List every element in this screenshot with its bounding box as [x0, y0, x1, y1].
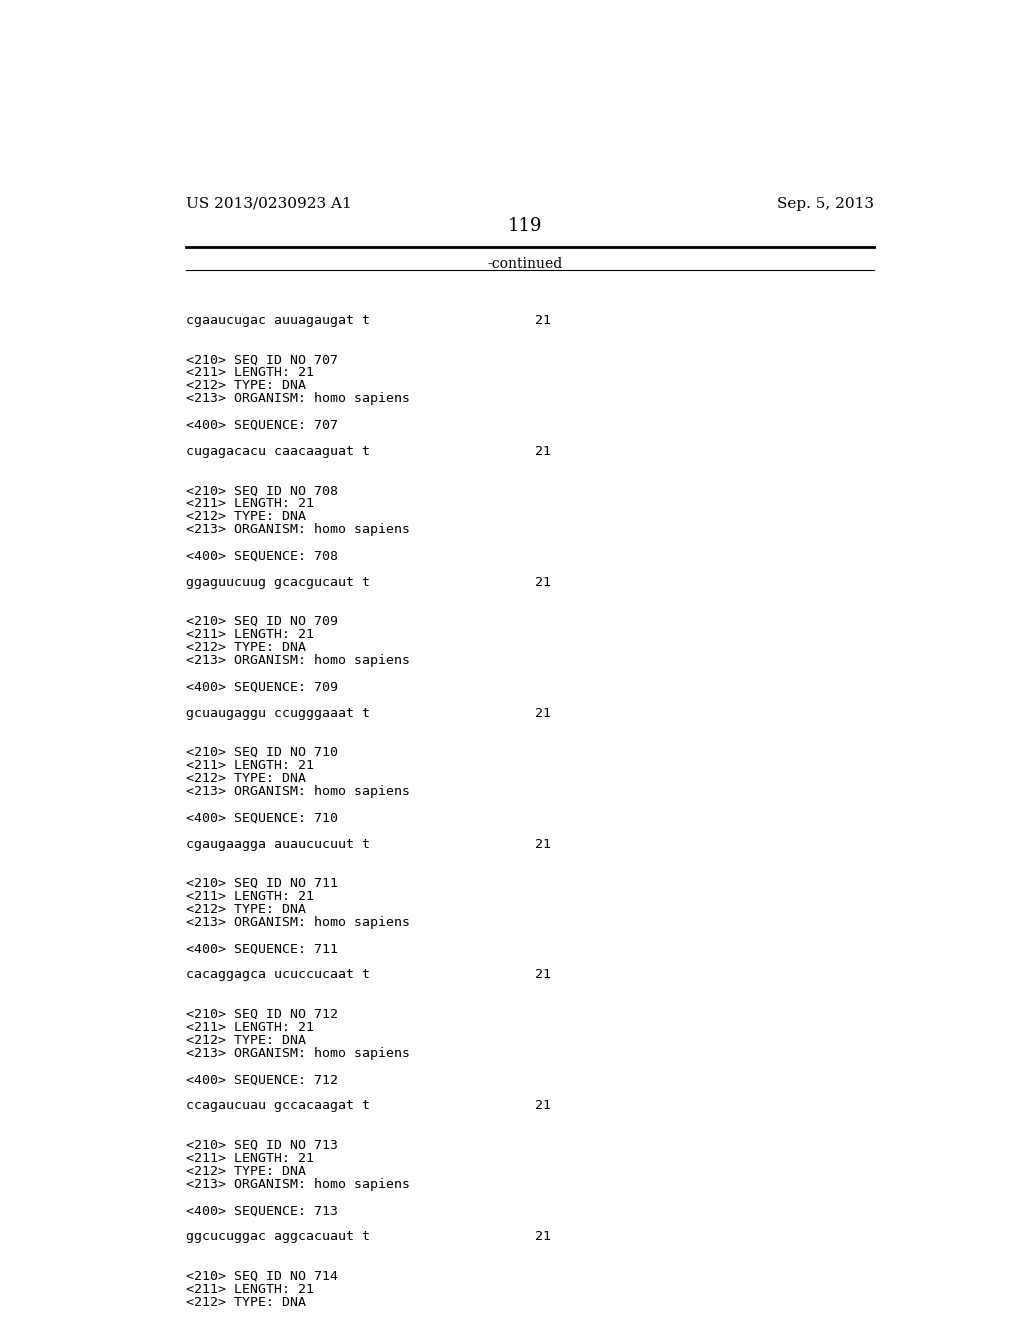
Text: <212> TYPE: DNA: <212> TYPE: DNA — [186, 1034, 306, 1047]
Text: 21: 21 — [535, 838, 551, 850]
Text: <213> ORGANISM: homo sapiens: <213> ORGANISM: homo sapiens — [186, 785, 411, 799]
Text: <212> TYPE: DNA: <212> TYPE: DNA — [186, 903, 306, 916]
Text: 21: 21 — [535, 706, 551, 719]
Text: <213> ORGANISM: homo sapiens: <213> ORGANISM: homo sapiens — [186, 524, 411, 536]
Text: 21: 21 — [535, 1230, 551, 1243]
Text: cugagacacu caacaaguat t: cugagacacu caacaaguat t — [186, 445, 370, 458]
Text: <400> SEQUENCE: 707: <400> SEQUENCE: 707 — [186, 418, 338, 432]
Text: 21: 21 — [535, 445, 551, 458]
Text: <212> TYPE: DNA: <212> TYPE: DNA — [186, 1296, 306, 1308]
Text: 21: 21 — [535, 314, 551, 327]
Text: <213> ORGANISM: homo sapiens: <213> ORGANISM: homo sapiens — [186, 392, 411, 405]
Text: Sep. 5, 2013: Sep. 5, 2013 — [776, 197, 873, 211]
Text: <400> SEQUENCE: 710: <400> SEQUENCE: 710 — [186, 812, 338, 825]
Text: <210> SEQ ID NO 708: <210> SEQ ID NO 708 — [186, 484, 338, 498]
Text: ccagaucuau gccacaagat t: ccagaucuau gccacaagat t — [186, 1100, 370, 1113]
Text: <212> TYPE: DNA: <212> TYPE: DNA — [186, 379, 306, 392]
Text: <210> SEQ ID NO 711: <210> SEQ ID NO 711 — [186, 876, 338, 890]
Text: 21: 21 — [535, 576, 551, 589]
Text: <210> SEQ ID NO 707: <210> SEQ ID NO 707 — [186, 354, 338, 366]
Text: <212> TYPE: DNA: <212> TYPE: DNA — [186, 511, 306, 523]
Text: <210> SEQ ID NO 714: <210> SEQ ID NO 714 — [186, 1270, 338, 1283]
Text: cgaugaagga auaucucuut t: cgaugaagga auaucucuut t — [186, 838, 370, 850]
Text: ggcucuggac aggcacuaut t: ggcucuggac aggcacuaut t — [186, 1230, 370, 1243]
Text: <211> LENGTH: 21: <211> LENGTH: 21 — [186, 890, 314, 903]
Text: <210> SEQ ID NO 709: <210> SEQ ID NO 709 — [186, 615, 338, 628]
Text: <211> LENGTH: 21: <211> LENGTH: 21 — [186, 1020, 314, 1034]
Text: <400> SEQUENCE: 711: <400> SEQUENCE: 711 — [186, 942, 338, 956]
Text: <213> ORGANISM: homo sapiens: <213> ORGANISM: homo sapiens — [186, 916, 411, 929]
Text: US 2013/0230923 A1: US 2013/0230923 A1 — [186, 197, 352, 211]
Text: <400> SEQUENCE: 709: <400> SEQUENCE: 709 — [186, 681, 338, 693]
Text: <212> TYPE: DNA: <212> TYPE: DNA — [186, 772, 306, 785]
Text: <211> LENGTH: 21: <211> LENGTH: 21 — [186, 1283, 314, 1296]
Text: <213> ORGANISM: homo sapiens: <213> ORGANISM: homo sapiens — [186, 1177, 411, 1191]
Text: 119: 119 — [508, 216, 542, 235]
Text: -continued: -continued — [487, 257, 562, 271]
Text: <210> SEQ ID NO 712: <210> SEQ ID NO 712 — [186, 1007, 338, 1020]
Text: gcuaugaggu ccugggaaat t: gcuaugaggu ccugggaaat t — [186, 706, 370, 719]
Text: <213> ORGANISM: homo sapiens: <213> ORGANISM: homo sapiens — [186, 1047, 411, 1060]
Text: <400> SEQUENCE: 713: <400> SEQUENCE: 713 — [186, 1204, 338, 1217]
Text: <212> TYPE: DNA: <212> TYPE: DNA — [186, 1164, 306, 1177]
Text: <400> SEQUENCE: 708: <400> SEQUENCE: 708 — [186, 549, 338, 562]
Text: <211> LENGTH: 21: <211> LENGTH: 21 — [186, 628, 314, 642]
Text: <212> TYPE: DNA: <212> TYPE: DNA — [186, 642, 306, 655]
Text: <213> ORGANISM: homo sapiens: <213> ORGANISM: homo sapiens — [186, 655, 411, 668]
Text: 21: 21 — [535, 969, 551, 982]
Text: <400> SEQUENCE: 712: <400> SEQUENCE: 712 — [186, 1073, 338, 1086]
Text: <210> SEQ ID NO 710: <210> SEQ ID NO 710 — [186, 746, 338, 759]
Text: cacaggagca ucuccucaat t: cacaggagca ucuccucaat t — [186, 969, 370, 982]
Text: <211> LENGTH: 21: <211> LENGTH: 21 — [186, 367, 314, 379]
Text: cgaaucugac auuagaugat t: cgaaucugac auuagaugat t — [186, 314, 370, 327]
Text: <211> LENGTH: 21: <211> LENGTH: 21 — [186, 498, 314, 511]
Text: 21: 21 — [535, 1100, 551, 1113]
Text: <211> LENGTH: 21: <211> LENGTH: 21 — [186, 759, 314, 772]
Text: <210> SEQ ID NO 713: <210> SEQ ID NO 713 — [186, 1139, 338, 1151]
Text: ggaguucuug gcacgucaut t: ggaguucuug gcacgucaut t — [186, 576, 370, 589]
Text: <211> LENGTH: 21: <211> LENGTH: 21 — [186, 1151, 314, 1164]
